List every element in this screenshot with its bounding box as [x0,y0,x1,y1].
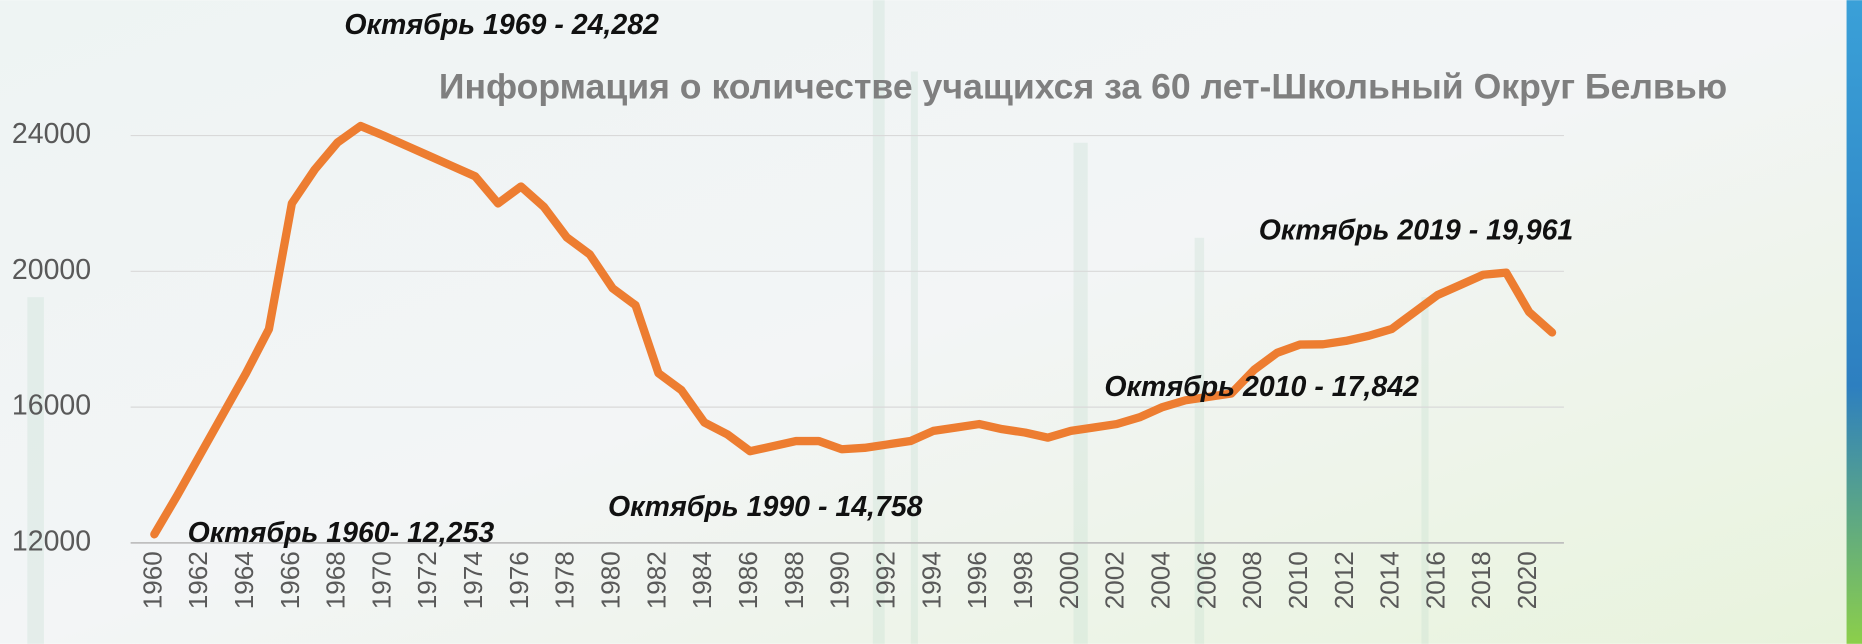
x-tick-label: 1964 [229,551,259,609]
x-tick-label: 2010 [1283,551,1313,609]
x-tick-label: 1988 [779,551,809,609]
x-tick-label: 1962 [183,551,213,609]
x-tick-label: 1968 [321,551,351,609]
y-tick-label: 16000 [12,390,91,422]
x-tick-label: 2014 [1375,551,1405,609]
data-line [150,121,1557,539]
chart-title: Информация о количестве учащихся за 60 л… [439,67,1727,107]
y-tick-label: 20000 [12,254,91,286]
x-tick-label: 1990 [825,551,855,609]
annotation: Октябрь 1969 - 24,282 [344,9,659,41]
x-tick-label: 1984 [687,551,717,609]
y-tick-label: 12000 [12,525,91,557]
y-tick-label: 24000 [12,118,91,150]
x-tick-label: 1992 [870,551,900,609]
background-decoration [27,0,1429,644]
annotation: Октябрь 2010 - 17,842 [1104,371,1419,403]
annotation: Октябрь 1990 - 14,758 [608,491,923,523]
x-tick-label: 1978 [550,551,580,609]
x-tick-label: 2004 [1145,551,1175,609]
annotation: Октябрь 2019 - 19,961 [1259,214,1574,246]
x-tick-label: 2016 [1420,551,1450,609]
x-tick-label: 2012 [1329,551,1359,609]
x-tick-label: 2006 [1191,551,1221,609]
x-tick-label: 1972 [412,551,442,609]
x-tick-label: 1976 [504,551,534,609]
x-tick-label: 2018 [1466,551,1496,609]
x-tick-label: 1982 [641,551,671,609]
x-tick-label: 2002 [1100,551,1130,609]
x-tick-label: 1996 [962,551,992,609]
x-tick-label: 2008 [1237,551,1267,609]
x-tick-label: 2020 [1512,551,1542,609]
annotation: Октябрь 1960- 12,253 [188,517,495,549]
x-tick-label: 1994 [916,551,946,609]
x-tick-label: 1966 [275,551,305,609]
x-tick-label: 2000 [1054,551,1084,609]
edge-strip [1846,0,1862,644]
x-tick-label: 1970 [366,551,396,609]
x-tick-label: 1980 [596,551,626,609]
x-tick-label: 1986 [733,551,763,609]
x-tick-label: 1998 [1008,551,1038,609]
x-tick-label: 1974 [458,551,488,609]
x-tick-label: 1960 [137,551,167,609]
